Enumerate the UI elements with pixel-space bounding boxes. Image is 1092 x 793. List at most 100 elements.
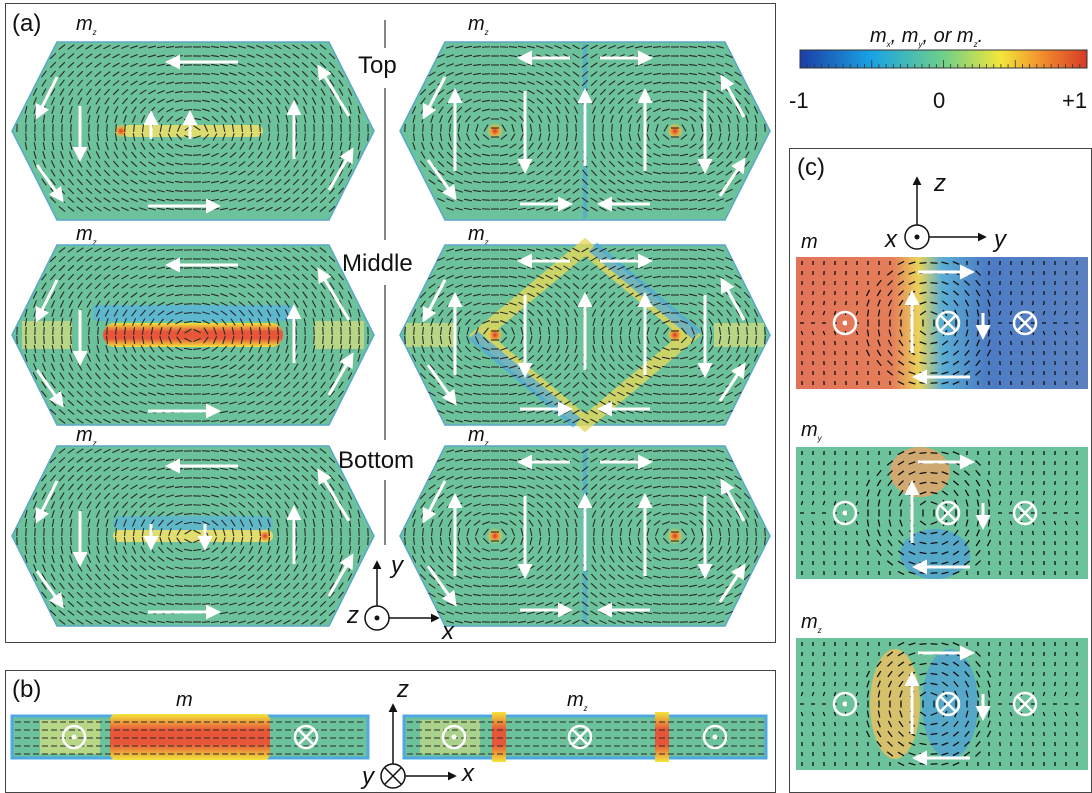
axis-a-z: z — [347, 602, 359, 629]
axes-triad-b — [380, 703, 457, 789]
c-top-m: m — [801, 231, 818, 253]
a-right-top-mz: mz — [468, 13, 489, 37]
axis-b-z: z — [397, 676, 409, 703]
c-tile-my — [796, 447, 1088, 579]
arrow-lower-left — [426, 364, 457, 406]
core-blue-band — [113, 516, 273, 530]
axis-b-y: y — [362, 763, 374, 790]
arrow-upper-left — [35, 76, 59, 120]
a-right-bot-mz: mz — [468, 424, 489, 448]
vortex-core-right — [667, 528, 683, 544]
c-tile-my-otimes-a — [935, 500, 961, 526]
axis-a-z-dot — [374, 615, 380, 621]
arrow-lower-left — [426, 565, 457, 607]
a-left-mid-mz: mz — [76, 223, 97, 247]
panel-b-right-odot-left — [441, 724, 467, 750]
panel-b-left-odot-dot — [71, 734, 77, 740]
panel-b-right-odot-left-dot — [451, 734, 457, 740]
b-right-mz: mz — [567, 689, 588, 713]
c-tile-mz-odot-dot — [842, 701, 848, 707]
arrow-lower-right — [718, 362, 746, 402]
edge-yellow-left — [22, 321, 72, 349]
arrow-upper-right — [317, 64, 351, 117]
row-label-bottom: Bottom — [338, 447, 415, 474]
arrow-upper-right — [317, 468, 351, 522]
c-tile-my-otimes-a-x2 — [940, 505, 956, 521]
arrow-lower-right — [718, 563, 746, 603]
a-right-mid-mz: mz — [468, 223, 489, 247]
edge-yellow-left — [406, 323, 456, 347]
arrow-lower-left — [426, 159, 457, 201]
axis-b-x: x — [462, 760, 474, 787]
panel-b-right-odot-right — [702, 724, 728, 750]
c-tile-mz-blue — [922, 649, 978, 759]
arrow-upper-right — [720, 478, 746, 522]
panel-b-left-yellow — [40, 720, 100, 754]
arrow-lower-left — [35, 164, 64, 203]
colorbar-tick-min: -1 — [789, 88, 809, 113]
row-label-top: Top — [358, 52, 397, 79]
panel-b-left-otimes — [293, 724, 319, 750]
a-left-bot-mz: mz — [76, 424, 97, 448]
arrow-upper-right — [720, 277, 746, 321]
c-tile-mx-otimes-a-x2 — [940, 315, 956, 331]
colorbar-title: mx, my, or mz. — [870, 25, 984, 49]
a-left-top-mz: mz — [76, 13, 97, 37]
panel-b-right-otimes-x2 — [572, 729, 588, 745]
panel-c-label: (c) — [797, 154, 825, 181]
vortex-core-left — [487, 123, 503, 139]
axis-b-y-x2 — [384, 767, 402, 785]
panel-b-right-wall-left — [492, 712, 506, 762]
arrow-upper-right — [317, 267, 351, 321]
c-tile-mx-odot — [832, 310, 858, 336]
panel-b-left-red-core — [110, 714, 270, 760]
c-tile-mz-odot — [832, 691, 858, 717]
arrow-lower-left — [35, 570, 64, 609]
colorbar — [799, 49, 1088, 69]
panel-a-frame — [5, 3, 776, 643]
vortex-core-right — [667, 123, 683, 139]
arrow-lower-right — [327, 352, 354, 396]
panel-b-left-otimes-x2 — [298, 729, 314, 745]
c-tile-mx-otimes-a — [935, 310, 961, 336]
axis-c-x-dot — [914, 234, 920, 240]
core-band — [123, 125, 263, 137]
arrow-lower-right — [327, 147, 354, 191]
panel-b-right-yellow — [420, 720, 480, 754]
c-tile-mz-otimes-a — [935, 691, 961, 717]
c-tile-mz-otimes-b — [1012, 691, 1038, 717]
arrow-upper-left — [35, 480, 59, 524]
vortex-core-left — [487, 528, 503, 544]
hexagon-left-top — [11, 41, 375, 221]
c-tile-mx-otimes-b-x2 — [1017, 315, 1033, 331]
core-red-band — [103, 323, 283, 347]
axes-triad-c — [904, 176, 987, 250]
arrow-upper-left — [422, 76, 447, 120]
arrow-upper-right — [720, 74, 746, 118]
hexagon-right-top — [399, 41, 771, 221]
edge-yellow-right — [314, 321, 364, 349]
c-tile-mz-otimes-b-x2 — [1017, 696, 1033, 712]
axis-a-y: y — [391, 552, 403, 579]
c-tile-my-otimes-b-x2 — [1017, 505, 1033, 521]
arrow-upper-left — [422, 279, 447, 323]
axes-triad-a — [364, 560, 440, 631]
arrow-upper-left — [35, 279, 59, 323]
b-left-m: m — [176, 689, 193, 711]
panel-b-right — [402, 712, 768, 762]
hexagon-left-bottom — [11, 445, 375, 627]
c-tile-mx — [796, 257, 1088, 389]
vortex-core-left — [487, 327, 503, 343]
panel-b-right-otimes — [567, 724, 593, 750]
hexagon-left-middle — [11, 244, 375, 426]
c-tile-mz-otimes-a-x2 — [940, 696, 956, 712]
panel-b-right-odot-right-dot — [712, 734, 718, 740]
edge-yellow-right — [714, 323, 764, 347]
panel-b-left — [10, 714, 370, 760]
panel-a-label: (a) — [12, 10, 42, 37]
arrow-lower-right — [718, 157, 746, 197]
axis-a-x: x — [442, 618, 454, 645]
arrow-lower-right — [327, 553, 354, 597]
